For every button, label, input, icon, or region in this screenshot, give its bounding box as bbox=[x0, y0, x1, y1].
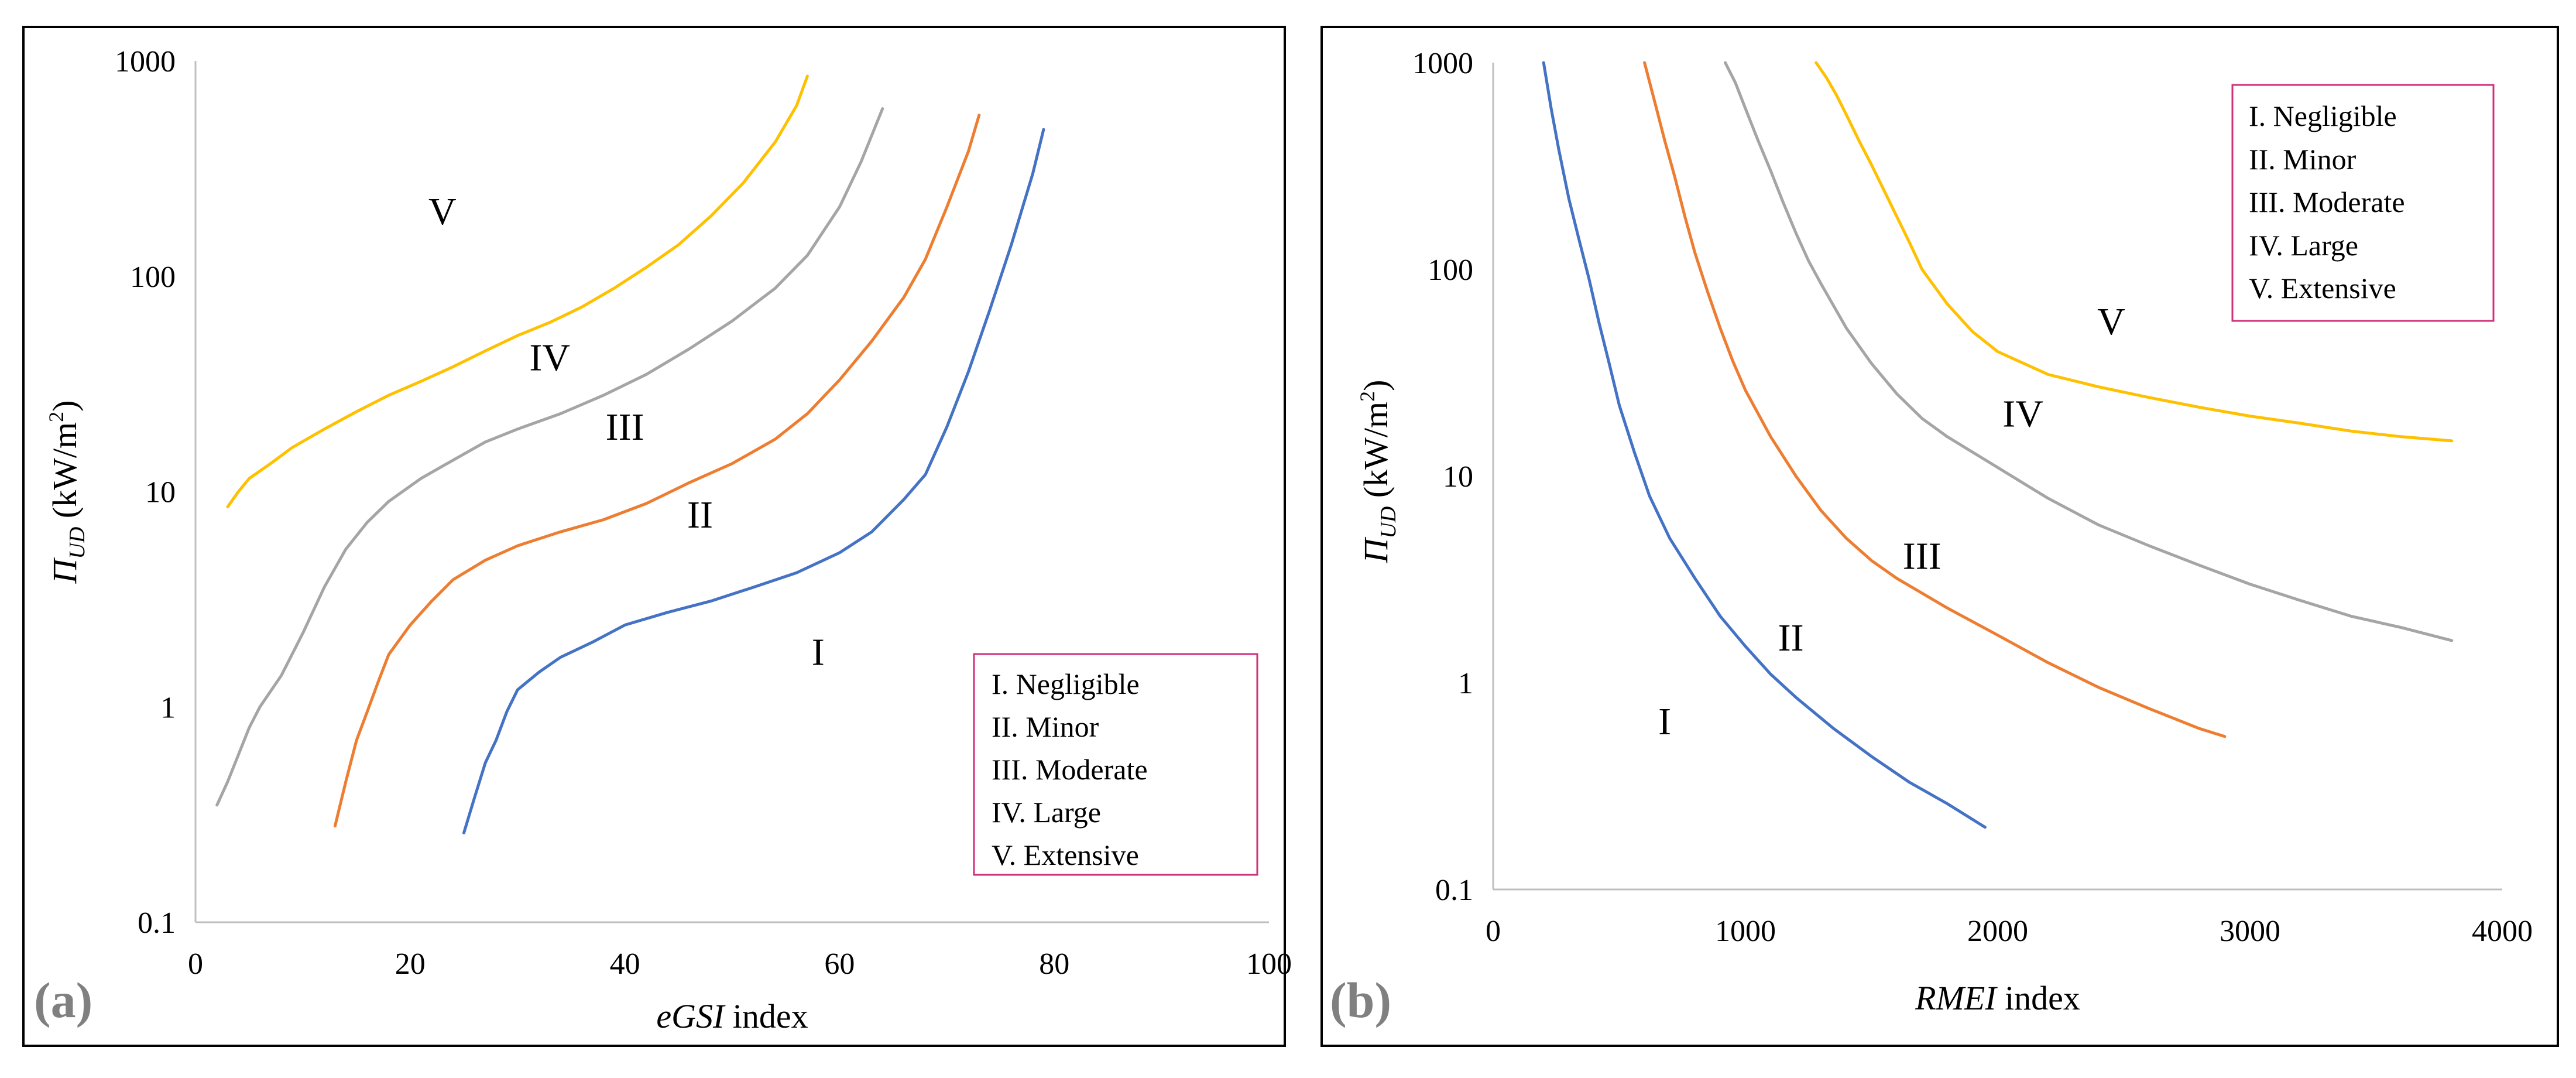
panel-b-x-tick-label: 1000 bbox=[1715, 915, 1776, 948]
panel-a-x-tick-label: 60 bbox=[824, 947, 855, 981]
panel-a-zone-label-iv: IV bbox=[529, 336, 570, 379]
panel-a-legend-item-5: V. Extensive bbox=[992, 839, 1139, 871]
panel-b-x-tick-label: 4000 bbox=[2472, 915, 2533, 948]
panel-b-x-tick-labels: 0 1000 2000 3000 4000 bbox=[1486, 915, 2533, 948]
panel-a-y-tick-label: 0.1 bbox=[138, 906, 176, 940]
panel-b-legend-item-4: IV. Large bbox=[2249, 229, 2358, 262]
panel-a-x-tick-label: 80 bbox=[1039, 947, 1069, 981]
panel-a-frame bbox=[22, 26, 1286, 1047]
panel-a-zone-label-ii: II bbox=[687, 494, 713, 536]
panel-b-frame bbox=[1320, 26, 2559, 1047]
panel-b-legend: I. Negligible II. Minor III. Moderate IV… bbox=[2231, 84, 2495, 322]
panel-a-legend-box bbox=[973, 653, 1258, 876]
panel-b-y-tick-label: 100 bbox=[1428, 254, 1473, 287]
panel-a-y-axis-title: ΠUD (kW/m2) bbox=[44, 401, 90, 584]
panel-a-series-ii-line bbox=[333, 114, 981, 828]
panel-a-tag: (a) bbox=[34, 972, 92, 1028]
panel-b-x-tick-label: 3000 bbox=[2220, 915, 2280, 948]
panel-a-series-iii-line bbox=[215, 107, 884, 807]
panel-a-series-iv-line bbox=[226, 74, 809, 508]
panel-a-legend-item-3: III. Moderate bbox=[992, 753, 1148, 786]
panel-b-zone-label-v: V bbox=[2097, 300, 2125, 343]
panel-a-x-tick-labels: 0 20 40 60 80 100 bbox=[188, 947, 1292, 981]
panel-a-legend: I. Negligible II. Minor III. Moderate IV… bbox=[973, 653, 1258, 876]
panel-b-zone-label-iv: IV bbox=[2002, 393, 2043, 436]
panel-b-axes bbox=[1492, 63, 2502, 891]
panel-a-y-tick-label: 1000 bbox=[115, 45, 176, 78]
panel-b-series-i-line bbox=[1542, 61, 1987, 829]
panel-a-y-tick-labels: 0.1 1 10 100 1000 bbox=[115, 45, 176, 940]
panel-a-zone-label-i: I bbox=[812, 631, 825, 673]
panel-b-series-iii-line bbox=[1724, 61, 2454, 642]
panel-b-y-tick-label: 10 bbox=[1443, 460, 1473, 494]
panel-a-y-tick-label: 100 bbox=[130, 261, 176, 294]
panel-b-zone-label-i: I bbox=[1658, 700, 1671, 743]
panel-b-zone-label-ii: II bbox=[1778, 617, 1804, 659]
panel-b-legend-item-3: III. Moderate bbox=[2249, 186, 2405, 218]
panel-b-x-tick-label: 0 bbox=[1486, 915, 1501, 948]
panel-a-series bbox=[215, 74, 1045, 834]
panel-b-y-tick-label: 0.1 bbox=[1435, 874, 1473, 907]
panel-b-legend-item-5: V. Extensive bbox=[2249, 272, 2396, 304]
panel-b-series-iv-line bbox=[1814, 61, 2454, 443]
panel-a-x-tick-label: 40 bbox=[610, 947, 640, 981]
panel-a-x-tick-label: 20 bbox=[395, 947, 426, 981]
panel-b-legend-item-2: II. Minor bbox=[2249, 143, 2357, 176]
panel-b-y-axis-title: ΠUD (kW/m2) bbox=[1356, 380, 1401, 564]
panel-a-legend-item-4: IV. Large bbox=[992, 796, 1101, 829]
panel-b-series-ii-line bbox=[1643, 61, 2227, 738]
panel-b-y-tick-label: 1000 bbox=[1412, 47, 1473, 80]
panel-b-x-tick-label: 2000 bbox=[1967, 915, 2028, 948]
panel-a-series-i-line bbox=[462, 128, 1045, 834]
panel-a-y-tick-label: 1 bbox=[160, 691, 176, 724]
panel-a-zone-label-v: V bbox=[428, 190, 457, 233]
panel-a-zone-label-iii: III bbox=[606, 406, 644, 449]
panel-b-tag: (b) bbox=[1330, 972, 1391, 1028]
panel-b-x-axis-title: RMEI index bbox=[1915, 979, 2080, 1017]
panel-a-x-tick-label: 100 bbox=[1246, 947, 1292, 981]
panel-a-x-tick-label: 0 bbox=[188, 947, 203, 981]
panel-a-x-axis-title: eGSI index bbox=[656, 997, 808, 1035]
panel-b-y-tick-label: 1 bbox=[1458, 667, 1473, 700]
panel-b-legend-box bbox=[2231, 84, 2495, 322]
panel-b-legend-item-1: I. Negligible bbox=[2249, 100, 2397, 132]
panel-b-series bbox=[1542, 61, 2454, 829]
panel-a-axes bbox=[194, 61, 1269, 923]
panel-a-y-tick-label: 10 bbox=[145, 476, 176, 509]
panel-a-legend-item-2: II. Minor bbox=[992, 710, 1099, 743]
panel-a-legend-item-1: I. Negligible bbox=[992, 668, 1140, 700]
panel-b-y-tick-labels: 0.1 1 10 100 1000 bbox=[1412, 47, 1473, 907]
panel-b-zone-label-iii: III bbox=[1903, 535, 1942, 578]
